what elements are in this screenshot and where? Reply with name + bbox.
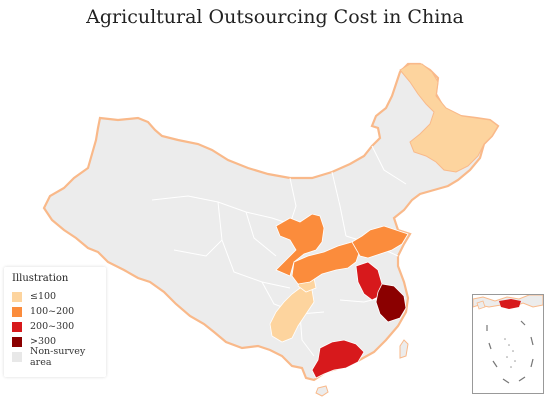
region-100-200-northwest <box>275 213 325 277</box>
china-mainland <box>42 62 500 382</box>
map-title: Agricultural Outsourcing Cost in China <box>86 6 464 28</box>
south-china-sea-inset <box>472 294 544 394</box>
inset-islands-dots <box>504 338 516 368</box>
legend-label: Non-survey area <box>30 345 86 368</box>
region-200-300-south <box>311 339 365 379</box>
region-gt300-zhejiang <box>375 283 407 323</box>
region-le100-northeast <box>399 63 499 173</box>
island-hainan <box>315 385 329 397</box>
inset-red-area <box>499 299 521 309</box>
legend-label: 200~300 <box>30 321 75 332</box>
region-100-200-central <box>291 241 361 285</box>
region-100-200-shandong <box>351 225 409 259</box>
legend-item: Non-survey area <box>12 346 98 368</box>
legend: Illustration ≤100 100~200 200~300 >300 N… <box>4 267 106 377</box>
inset-map <box>472 294 544 384</box>
legend-swatch <box>12 306 22 317</box>
legend-title: Illustration <box>12 273 69 284</box>
island-taiwan <box>399 339 409 359</box>
legend-item: 100~200 <box>12 304 98 319</box>
legend-item: 200~300 <box>12 319 98 334</box>
legend-swatch <box>12 291 22 302</box>
region-le100-southwest <box>269 287 315 343</box>
legend-swatch <box>12 336 22 347</box>
legend-item: ≤100 <box>12 289 98 304</box>
legend-swatch <box>12 351 22 362</box>
legend-item: >300 <box>12 334 98 349</box>
nine-dash-line <box>486 320 534 384</box>
legend-label: 100~200 <box>30 306 75 317</box>
legend-label: ≤100 <box>30 291 57 302</box>
inset-island <box>476 300 486 310</box>
legend-label: >300 <box>30 336 57 347</box>
legend-swatch <box>12 321 22 332</box>
